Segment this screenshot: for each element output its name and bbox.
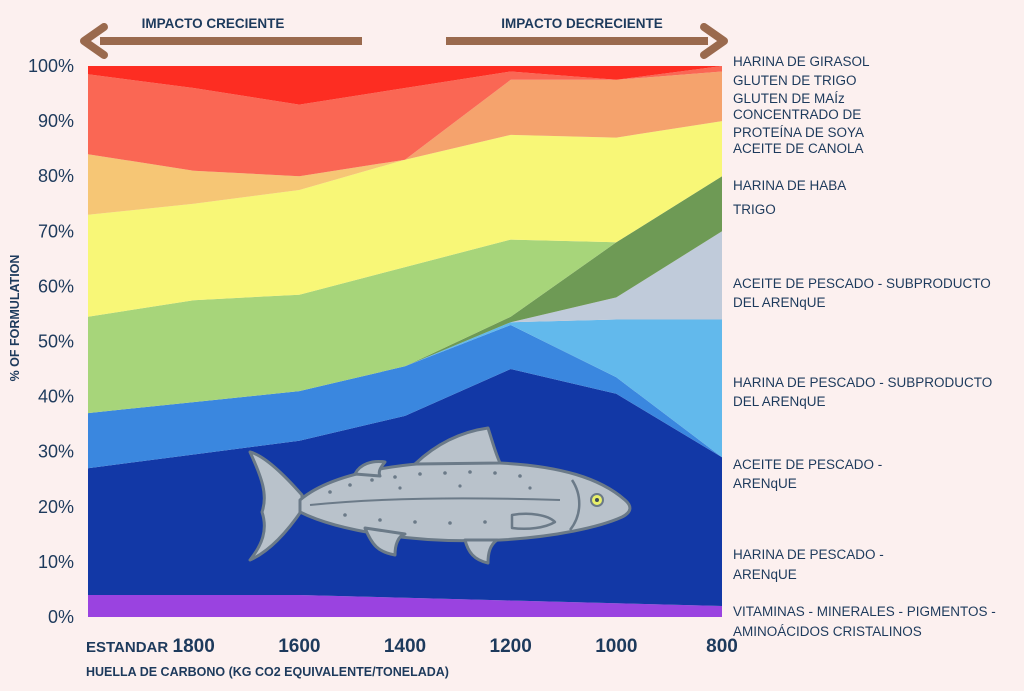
- x-tick-label: 1800: [173, 636, 215, 657]
- y-tick-label: 90%: [38, 111, 74, 131]
- legend-entry: ACEITE DE CANOLA: [733, 141, 864, 156]
- x-tick-label: 1200: [490, 636, 532, 657]
- y-tick-label: 80%: [38, 166, 74, 186]
- x-tick-label: 800: [706, 636, 738, 657]
- y-tick-label: 20%: [38, 497, 74, 517]
- area-series-1: [88, 595, 722, 617]
- y-tick-label: 0%: [48, 607, 74, 627]
- area-series-4: [88, 319, 722, 458]
- x-tick-label: ESTANDAR: [86, 639, 168, 656]
- impact-arrows: IMPACTO CRECIENTE IMPACTO DECRECIENTE: [80, 16, 728, 59]
- x-axis-title: HUELLA DE CARBONO (KG CO2 EQUIVALENTE/TO…: [86, 665, 449, 679]
- area-series-10: [88, 71, 722, 177]
- area-series-layer: [88, 66, 722, 617]
- legend-entry: HARINA DE GIRASOL: [733, 54, 870, 69]
- legend-entry: GLUTEN DE MAÍz: [733, 91, 845, 106]
- area-series-7: [88, 176, 722, 414]
- x-tick-label: 1400: [384, 636, 426, 657]
- y-tick-label: 60%: [38, 276, 74, 296]
- x-tick-label: 1600: [278, 636, 320, 657]
- right-arrow-label: IMPACTO DECRECIENTE: [501, 16, 663, 31]
- right-arrow-icon: [700, 23, 728, 59]
- area-series-8: [88, 121, 722, 317]
- y-tick-label: 30%: [38, 442, 74, 462]
- left-arrow-label: IMPACTO CRECIENTE: [142, 16, 285, 31]
- x-tick-label: 1000: [595, 636, 637, 657]
- area-series-3: [88, 325, 722, 469]
- legend-entry: HARINA DE HABA: [733, 178, 846, 193]
- legend-entry: TRIGO: [733, 202, 776, 217]
- legend: HARINA DE GIRASOL GLUTEN DE TRIGO GLUTEN D…: [733, 54, 996, 639]
- legend-entry: VITAMINAS - MINERALES - PIGMENTOS -AMINO…: [733, 604, 996, 639]
- left-arrow-icon: [80, 23, 108, 59]
- y-tick-label: 10%: [38, 552, 74, 572]
- legend-entry: GLUTEN DE TRIGO: [733, 73, 857, 88]
- area-series-12: [88, 66, 722, 105]
- area-series-9: [88, 121, 722, 215]
- legend-entry: HARINA DE PESCADO - SUBPRODUCTO DEL ARENq…: [733, 375, 992, 409]
- y-tick-label: 70%: [38, 221, 74, 241]
- y-tick-label: 100%: [28, 56, 74, 76]
- y-tick-label: 50%: [38, 332, 74, 352]
- legend-entry: CONCENTRADO DE PROTEÍNA DE SOYA: [733, 107, 864, 140]
- y-axis-title: % OF FORMULATION: [8, 255, 22, 382]
- area-series-11: [88, 66, 722, 177]
- salmon-fish-icon: [248, 426, 632, 565]
- legend-entry: HARINA DE PESCADO -ARENqUE: [733, 547, 884, 582]
- legend-entry: ACEITE DE PESCADO -ARENqUE: [733, 457, 882, 491]
- legend-entry: ACEITE DE PESCADO - SUBPRODUCTO DEL ARENq…: [733, 276, 991, 310]
- y-tick-label: 40%: [38, 387, 74, 407]
- area-series-6: [88, 176, 722, 414]
- y-axis: 0% 10% 20% 30% 40% 50% 60% 70% 80% 90% 100%: [28, 56, 74, 627]
- x-axis: ESTANDAR 1800 1600 1400 1200 1000 800: [86, 636, 738, 657]
